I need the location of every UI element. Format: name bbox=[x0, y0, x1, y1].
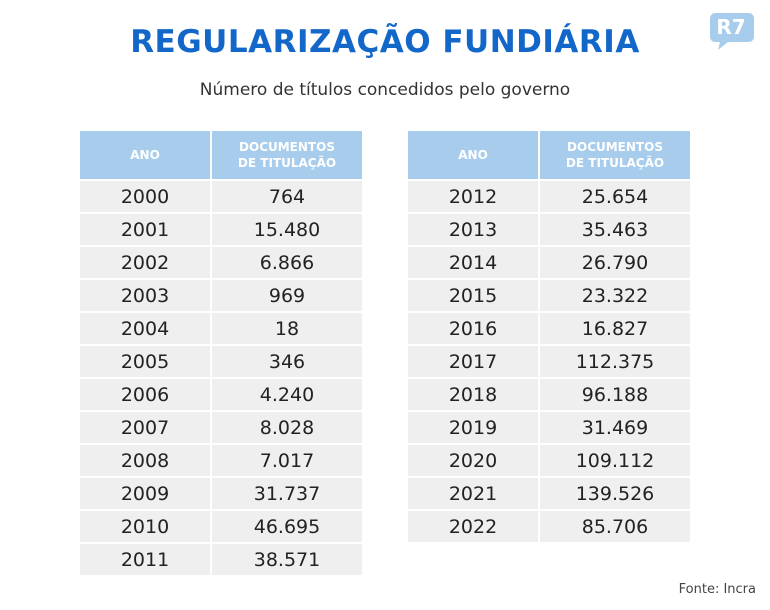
table-row: 2012 25.654 bbox=[408, 181, 690, 212]
table-row: 2008 7.017 bbox=[80, 445, 362, 476]
value-cell: 764 bbox=[212, 181, 362, 212]
year-cell: 2006 bbox=[80, 379, 210, 410]
value-cell: 346 bbox=[212, 346, 362, 377]
table-row: 2016 16.827 bbox=[408, 313, 690, 344]
table-row: 2006 4.240 bbox=[80, 379, 362, 410]
year-cell: 2014 bbox=[408, 247, 538, 278]
header-cell-label: DOCUMENTOS DE TITULAÇÃO bbox=[237, 140, 337, 170]
table-row: 2002 6.866 bbox=[80, 247, 362, 278]
value-cell: 96.188 bbox=[540, 379, 690, 410]
table-row: 2015 23.322 bbox=[408, 280, 690, 311]
value-cell: 23.322 bbox=[540, 280, 690, 311]
value-cell: 85.706 bbox=[540, 511, 690, 542]
data-table-left: ANO DOCUMENTOS DE TITULAÇÃO 2000 764 2001 15.… bbox=[80, 131, 362, 577]
year-cell: 2002 bbox=[80, 247, 210, 278]
header-cell-ano: ANO bbox=[408, 131, 538, 179]
table-row: 2022 85.706 bbox=[408, 511, 690, 542]
header-cell-documentos: DOCUMENTOS DE TITULAÇÃO bbox=[212, 131, 362, 179]
table-row: 2020 109.112 bbox=[408, 445, 690, 476]
year-cell: 2011 bbox=[80, 544, 210, 575]
year-cell: 2005 bbox=[80, 346, 210, 377]
table-row: 2001 15.480 bbox=[80, 214, 362, 245]
table-row: 2003 969 bbox=[80, 280, 362, 311]
value-cell: 112.375 bbox=[540, 346, 690, 377]
value-cell: 26.790 bbox=[540, 247, 690, 278]
table-row: 2017 112.375 bbox=[408, 346, 690, 377]
year-cell: 2013 bbox=[408, 214, 538, 245]
r7-logo-icon bbox=[710, 13, 754, 50]
table-row: 2007 8.028 bbox=[80, 412, 362, 443]
value-cell: 7.017 bbox=[212, 445, 362, 476]
value-cell: 18 bbox=[212, 313, 362, 344]
table-header-row: ANO DOCUMENTOS DE TITULAÇÃO bbox=[408, 131, 690, 179]
value-cell: 35.463 bbox=[540, 214, 690, 245]
r7-logo: R7 bbox=[708, 12, 758, 52]
year-cell: 2003 bbox=[80, 280, 210, 311]
year-cell: 2018 bbox=[408, 379, 538, 410]
year-cell: 2017 bbox=[408, 346, 538, 377]
year-cell: 2020 bbox=[408, 445, 538, 476]
year-cell: 2010 bbox=[80, 511, 210, 542]
table-row: 2014 26.790 bbox=[408, 247, 690, 278]
table-row: 2004 18 bbox=[80, 313, 362, 344]
value-cell: 16.827 bbox=[540, 313, 690, 344]
table-row: 2000 764 bbox=[80, 181, 362, 212]
value-cell: 31.737 bbox=[212, 478, 362, 509]
value-cell: 139.526 bbox=[540, 478, 690, 509]
table-row: 2019 31.469 bbox=[408, 412, 690, 443]
value-cell: 8.028 bbox=[212, 412, 362, 443]
value-cell: 31.469 bbox=[540, 412, 690, 443]
year-cell: 2008 bbox=[80, 445, 210, 476]
value-cell: 46.695 bbox=[212, 511, 362, 542]
header-cell-label: ANO bbox=[130, 148, 160, 162]
table-row: 2005 346 bbox=[80, 346, 362, 377]
header-cell-label: DOCUMENTOS DE TITULAÇÃO bbox=[565, 140, 665, 170]
data-table-right: ANO DOCUMENTOS DE TITULAÇÃO 2012 25.654 2013… bbox=[408, 131, 690, 544]
table-row: 2021 139.526 bbox=[408, 478, 690, 509]
value-cell: 6.866 bbox=[212, 247, 362, 278]
table-row: 2011 38.571 bbox=[80, 544, 362, 575]
table-row: 2009 31.737 bbox=[80, 478, 362, 509]
header-cell-ano: ANO bbox=[80, 131, 210, 179]
year-cell: 2000 bbox=[80, 181, 210, 212]
year-cell: 2022 bbox=[408, 511, 538, 542]
r7-logo-text: R7 bbox=[716, 15, 746, 39]
page-title: REGULARIZAÇÃO FUNDIÁRIA bbox=[130, 24, 640, 60]
year-cell: 2001 bbox=[80, 214, 210, 245]
value-cell: 15.480 bbox=[212, 214, 362, 245]
page-subtitle: Número de títulos concedidos pelo govern… bbox=[199, 80, 571, 100]
table-row: 2013 35.463 bbox=[408, 214, 690, 245]
year-cell: 2015 bbox=[408, 280, 538, 311]
source-credit: Fonte: Incra bbox=[678, 582, 756, 597]
table-row: 2010 46.695 bbox=[80, 511, 362, 542]
value-cell: 969 bbox=[212, 280, 362, 311]
year-cell: 2016 bbox=[408, 313, 538, 344]
header-cell-label: ANO bbox=[458, 148, 488, 162]
value-cell: 109.112 bbox=[540, 445, 690, 476]
year-cell: 2021 bbox=[408, 478, 538, 509]
header-cell-documentos: DOCUMENTOS DE TITULAÇÃO bbox=[540, 131, 690, 179]
year-cell: 2007 bbox=[80, 412, 210, 443]
year-cell: 2012 bbox=[408, 181, 538, 212]
value-cell: 4.240 bbox=[212, 379, 362, 410]
table-row: 2018 96.188 bbox=[408, 379, 690, 410]
year-cell: 2019 bbox=[408, 412, 538, 443]
year-cell: 2004 bbox=[80, 313, 210, 344]
value-cell: 25.654 bbox=[540, 181, 690, 212]
year-cell: 2009 bbox=[80, 478, 210, 509]
table-header-row: ANO DOCUMENTOS DE TITULAÇÃO bbox=[80, 131, 362, 179]
value-cell: 38.571 bbox=[212, 544, 362, 575]
